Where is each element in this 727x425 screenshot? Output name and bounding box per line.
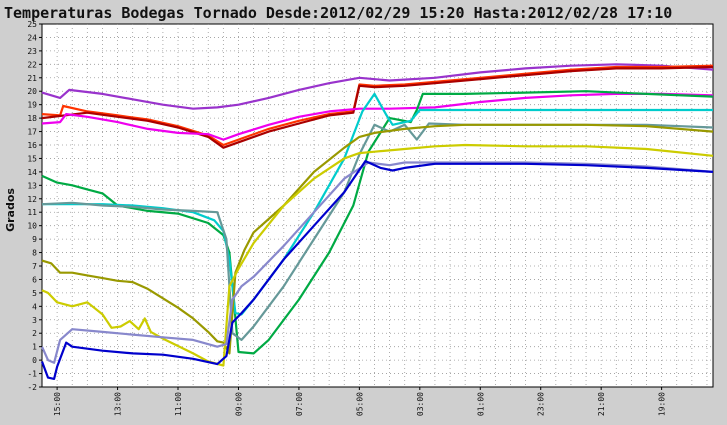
series-line bbox=[40, 161, 714, 364]
y-tick-label: 9 bbox=[32, 235, 37, 244]
y-tick-label: 3 bbox=[32, 316, 37, 325]
y-tick-label: -1 bbox=[27, 370, 37, 379]
chart-title: Temperaturas Bodegas Tornado Desde:2012/… bbox=[4, 4, 672, 22]
y-tick-label: 1 bbox=[32, 343, 37, 352]
x-tick-label: 19:00 bbox=[658, 392, 667, 416]
y-tick-label: 21 bbox=[27, 74, 37, 83]
y-tick-label: -2 bbox=[27, 383, 37, 392]
x-tick-label: 05:00 bbox=[355, 392, 364, 416]
x-tick-label: 11:00 bbox=[174, 392, 183, 416]
series-line bbox=[40, 160, 714, 380]
y-tick-label: 2 bbox=[32, 329, 37, 338]
axis-layer: -2-1012345678910111213141516171819202122… bbox=[27, 20, 666, 416]
y-tick-label: 18 bbox=[27, 114, 37, 123]
y-tick-label: 24 bbox=[27, 33, 37, 42]
y-tick-label: 14 bbox=[27, 168, 37, 177]
y-tick-label: 19 bbox=[27, 101, 37, 110]
x-tick-label: 13:00 bbox=[114, 392, 123, 416]
y-tick-label: 15 bbox=[27, 154, 37, 163]
x-tick-label: 15:00 bbox=[53, 392, 62, 416]
y-tick-label: 23 bbox=[27, 47, 37, 56]
series-line bbox=[41, 92, 714, 141]
y-tick-label: 0 bbox=[32, 356, 37, 365]
series-layer bbox=[40, 63, 714, 380]
y-tick-label: 7 bbox=[32, 262, 37, 271]
x-tick-label: 07:00 bbox=[295, 392, 304, 416]
series-line bbox=[41, 65, 714, 149]
y-axis-label: Grados bbox=[4, 188, 17, 232]
y-tick-label: 11 bbox=[27, 208, 37, 217]
x-tick-label: 23:00 bbox=[537, 392, 546, 416]
x-tick-label: 09:00 bbox=[234, 392, 243, 416]
y-tick-label: 8 bbox=[32, 249, 37, 258]
y-tick-label: 10 bbox=[27, 222, 37, 231]
series-line bbox=[42, 92, 713, 316]
y-tick-label: 22 bbox=[27, 60, 37, 69]
series-line bbox=[41, 64, 714, 147]
y-tick-label: 20 bbox=[27, 87, 37, 96]
y-tick-label: 5 bbox=[32, 289, 37, 298]
series-line bbox=[41, 63, 714, 110]
y-tick-label: 17 bbox=[27, 128, 37, 137]
y-tick-label: 16 bbox=[27, 141, 37, 150]
series-line bbox=[41, 123, 714, 355]
y-tick-label: 25 bbox=[27, 20, 37, 29]
series-line bbox=[41, 90, 714, 355]
grid-layer bbox=[42, 24, 713, 387]
y-tick-label: 13 bbox=[27, 181, 37, 190]
y-tick-label: 6 bbox=[32, 275, 37, 284]
y-tick-label: 12 bbox=[27, 195, 37, 204]
y-tick-label: 4 bbox=[32, 302, 37, 311]
x-tick-label: 21:00 bbox=[597, 392, 606, 416]
x-tick-label: 01:00 bbox=[476, 392, 485, 416]
x-tick-label: 03:00 bbox=[416, 392, 425, 416]
series-line bbox=[41, 143, 714, 367]
